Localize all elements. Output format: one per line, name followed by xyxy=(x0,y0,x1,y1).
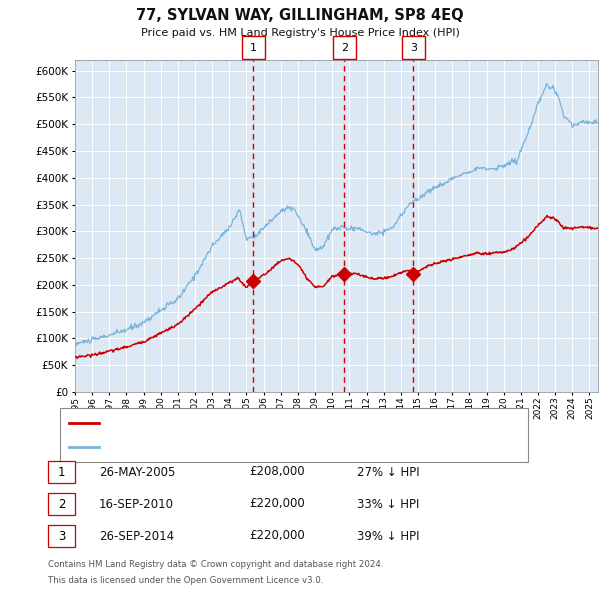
Text: 77, SYLVAN WAY, GILLINGHAM, SP8 4EQ (detached house): 77, SYLVAN WAY, GILLINGHAM, SP8 4EQ (det… xyxy=(105,418,407,428)
Text: Contains HM Land Registry data © Crown copyright and database right 2024.: Contains HM Land Registry data © Crown c… xyxy=(48,560,383,569)
Text: 26-MAY-2005: 26-MAY-2005 xyxy=(99,466,175,478)
Text: 2: 2 xyxy=(341,42,348,53)
Text: 3: 3 xyxy=(58,529,65,542)
Text: This data is licensed under the Open Government Licence v3.0.: This data is licensed under the Open Gov… xyxy=(48,576,323,585)
Text: 39% ↓ HPI: 39% ↓ HPI xyxy=(357,529,419,542)
Text: £208,000: £208,000 xyxy=(249,466,305,478)
Text: 77, SYLVAN WAY, GILLINGHAM, SP8 4EQ: 77, SYLVAN WAY, GILLINGHAM, SP8 4EQ xyxy=(136,8,464,23)
Text: 1: 1 xyxy=(250,42,257,53)
Text: 27% ↓ HPI: 27% ↓ HPI xyxy=(357,466,419,478)
Text: 3: 3 xyxy=(410,42,417,53)
Text: 1: 1 xyxy=(58,466,65,478)
Text: 16-SEP-2010: 16-SEP-2010 xyxy=(99,497,174,510)
Text: £220,000: £220,000 xyxy=(249,497,305,510)
Text: 26-SEP-2014: 26-SEP-2014 xyxy=(99,529,174,542)
Text: 33% ↓ HPI: 33% ↓ HPI xyxy=(357,497,419,510)
Text: HPI: Average price, detached house, Dorset: HPI: Average price, detached house, Dors… xyxy=(105,442,332,452)
Text: 2: 2 xyxy=(58,497,65,510)
Text: £220,000: £220,000 xyxy=(249,529,305,542)
Text: Price paid vs. HM Land Registry's House Price Index (HPI): Price paid vs. HM Land Registry's House … xyxy=(140,28,460,38)
